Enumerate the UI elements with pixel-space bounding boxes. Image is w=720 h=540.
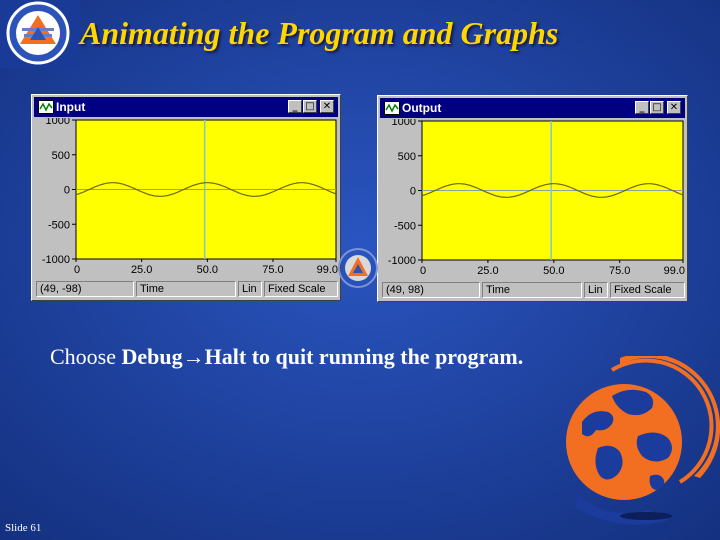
- caption-prefix: Choose: [50, 344, 122, 369]
- output-status-bar: (49, 98) Time Lin Fixed Scale: [380, 281, 685, 299]
- signal-line: [421, 183, 684, 198]
- x-tick-label: 25.0: [131, 264, 152, 276]
- axis-label-field: Time: [482, 282, 582, 298]
- input-status-bar: (49, -98) Time Lin Fixed Scale: [34, 280, 338, 298]
- y-tick-label: 1000: [46, 118, 70, 127]
- close-button[interactable]: ✕: [667, 101, 681, 114]
- axis-label-field: Time: [136, 281, 236, 297]
- scale-type-field[interactable]: Lin: [584, 282, 608, 298]
- x-tick-label: 25.0: [477, 265, 498, 277]
- signal-line: [75, 182, 337, 197]
- input-window-titlebar[interactable]: Input _ □ ✕: [34, 97, 338, 117]
- x-tick-label: 0: [420, 265, 426, 277]
- graph-window-icon: [38, 100, 54, 114]
- x-tick-label: 99.0: [317, 264, 338, 276]
- slide-title: Animating the Program and Graphs: [80, 15, 559, 51]
- cursor-coordinates: (49, -98): [36, 281, 134, 297]
- caption-suffix: to quit running the program.: [246, 344, 524, 369]
- y-tick-label: 0: [410, 186, 416, 198]
- input-window-title: Input: [56, 100, 86, 114]
- y-tick-label: 0: [64, 185, 70, 197]
- x-tick-label: 50.0: [197, 264, 218, 276]
- minimize-button[interactable]: _: [635, 101, 649, 114]
- x-tick-label: 75.0: [262, 264, 283, 276]
- university-logo-icon: [6, 1, 70, 65]
- maximize-button[interactable]: □: [303, 100, 317, 113]
- input-graph-window[interactable]: Input _ □ ✕ 1000 500 0 -500 -1000 0 25.0 50.0 75…: [31, 94, 341, 301]
- output-window-title: Output: [402, 101, 442, 115]
- scale-mode-field[interactable]: Fixed Scale: [610, 282, 685, 298]
- y-tick-label: -1000: [42, 254, 70, 266]
- x-tick-label: 75.0: [609, 265, 630, 277]
- globe-icon: [566, 356, 720, 525]
- x-tick-label: 0: [74, 264, 80, 276]
- y-tick-label: 500: [52, 150, 70, 162]
- close-button[interactable]: ✕: [320, 100, 334, 113]
- output-graph-window[interactable]: Output _ □ ✕ 1000 500 0 -500 -1000 0 25.0 50.0 7…: [377, 95, 688, 302]
- cursor-coordinates: (49, 98): [382, 282, 480, 298]
- graph-window-icon: [384, 101, 400, 115]
- slide-number: Slide 61: [5, 522, 42, 534]
- university-logo: [0, 0, 80, 68]
- caption-menu-path: Debug→Halt: [121, 344, 247, 369]
- scale-type-field[interactable]: Lin: [238, 281, 262, 297]
- watermark-logo-icon: [338, 248, 378, 288]
- input-plot[interactable]: 1000 500 0 -500 -1000 0 25.0 50.0 75.0 99.0: [34, 118, 340, 280]
- x-tick-label: 99.0: [664, 265, 685, 277]
- y-tick-label: 1000: [392, 119, 416, 128]
- scale-mode-field[interactable]: Fixed Scale: [264, 281, 338, 297]
- y-tick-label: -1000: [388, 255, 416, 267]
- y-tick-label: -500: [48, 219, 70, 231]
- output-window-titlebar[interactable]: Output _ □ ✕: [380, 98, 685, 118]
- y-tick-label: -500: [394, 220, 416, 232]
- instruction-caption: Choose Debug→Halt to quit running the pr…: [50, 344, 690, 370]
- y-tick-label: 500: [398, 151, 416, 163]
- maximize-button[interactable]: □: [650, 101, 664, 114]
- minimize-button[interactable]: _: [288, 100, 302, 113]
- output-plot[interactable]: 1000 500 0 -500 -1000 0 25.0 50.0 75.0 99.0: [380, 119, 687, 281]
- x-tick-label: 50.0: [543, 265, 564, 277]
